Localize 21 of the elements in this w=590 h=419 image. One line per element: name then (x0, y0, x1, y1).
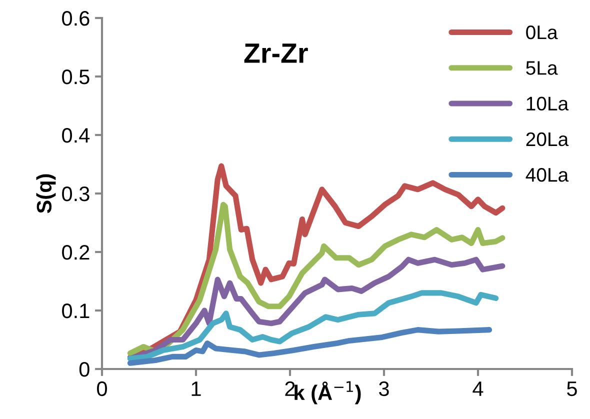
y-tick-label: 0.4 (62, 128, 90, 143)
x-tick-label: 1 (192, 382, 201, 396)
y-tick-label: 0 (79, 362, 90, 377)
legend-label: 20La (526, 132, 569, 146)
x-tick-label: 5 (567, 382, 577, 396)
y-tick-label: 0.5 (62, 70, 90, 84)
legend-label: 10La (526, 96, 569, 111)
y-tick-label: 0.2 (62, 245, 90, 260)
legend-label: 5La (526, 61, 558, 75)
y-tick-label: 0.1 (62, 304, 90, 318)
x-axis-title: k (Å$^{−1}$) (294, 381, 361, 404)
y-axis-title: S(q) (36, 174, 56, 214)
x-tick-label: 0 (97, 381, 107, 396)
text: Zr-Zr (244, 44, 308, 63)
x-tick-label: 3 (379, 381, 389, 396)
y-tick-label: 0.6 (62, 11, 90, 26)
y-tick-label: 0.3 (62, 186, 90, 202)
legend-label: 40La (526, 168, 569, 182)
x-tick-label: 4 (472, 382, 484, 396)
x-tick-label: 2 (285, 381, 295, 396)
legend-label: 0La (526, 25, 558, 40)
